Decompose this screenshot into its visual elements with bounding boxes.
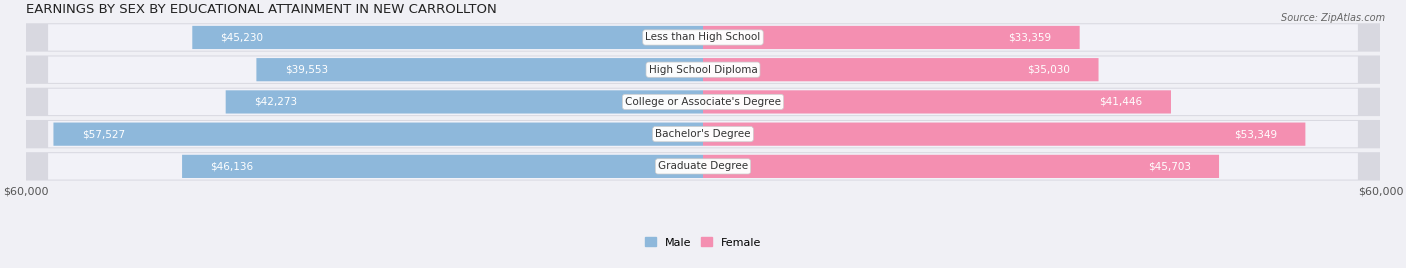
FancyBboxPatch shape [703, 90, 1171, 114]
Text: Graduate Degree: Graduate Degree [658, 161, 748, 171]
Text: $39,553: $39,553 [284, 65, 328, 75]
Text: $46,136: $46,136 [211, 161, 253, 171]
FancyBboxPatch shape [25, 152, 1381, 181]
Text: $45,703: $45,703 [1147, 161, 1191, 171]
Text: $35,030: $35,030 [1028, 65, 1070, 75]
Text: $53,349: $53,349 [1234, 129, 1277, 139]
FancyBboxPatch shape [193, 26, 703, 49]
FancyBboxPatch shape [48, 121, 1358, 147]
FancyBboxPatch shape [48, 24, 1358, 51]
FancyBboxPatch shape [703, 26, 1080, 49]
Text: $45,230: $45,230 [221, 32, 263, 42]
FancyBboxPatch shape [48, 89, 1358, 115]
FancyBboxPatch shape [48, 57, 1358, 83]
Text: $57,527: $57,527 [82, 129, 125, 139]
FancyBboxPatch shape [25, 23, 1381, 52]
FancyBboxPatch shape [181, 155, 703, 178]
Legend: Male, Female: Male, Female [645, 237, 761, 248]
Text: $42,273: $42,273 [254, 97, 297, 107]
Text: $33,359: $33,359 [1008, 32, 1052, 42]
Text: College or Associate's Degree: College or Associate's Degree [626, 97, 780, 107]
Text: Less than High School: Less than High School [645, 32, 761, 42]
Text: $41,446: $41,446 [1099, 97, 1143, 107]
FancyBboxPatch shape [48, 153, 1358, 180]
FancyBboxPatch shape [25, 55, 1381, 84]
FancyBboxPatch shape [703, 122, 1305, 146]
Text: High School Diploma: High School Diploma [648, 65, 758, 75]
Text: Source: ZipAtlas.com: Source: ZipAtlas.com [1281, 13, 1385, 23]
Text: EARNINGS BY SEX BY EDUCATIONAL ATTAINMENT IN NEW CARROLLTON: EARNINGS BY SEX BY EDUCATIONAL ATTAINMEN… [25, 3, 496, 16]
FancyBboxPatch shape [256, 58, 703, 81]
FancyBboxPatch shape [703, 58, 1098, 81]
FancyBboxPatch shape [53, 122, 703, 146]
Text: Bachelor's Degree: Bachelor's Degree [655, 129, 751, 139]
FancyBboxPatch shape [25, 88, 1381, 116]
FancyBboxPatch shape [25, 120, 1381, 148]
FancyBboxPatch shape [226, 90, 703, 114]
FancyBboxPatch shape [703, 155, 1219, 178]
